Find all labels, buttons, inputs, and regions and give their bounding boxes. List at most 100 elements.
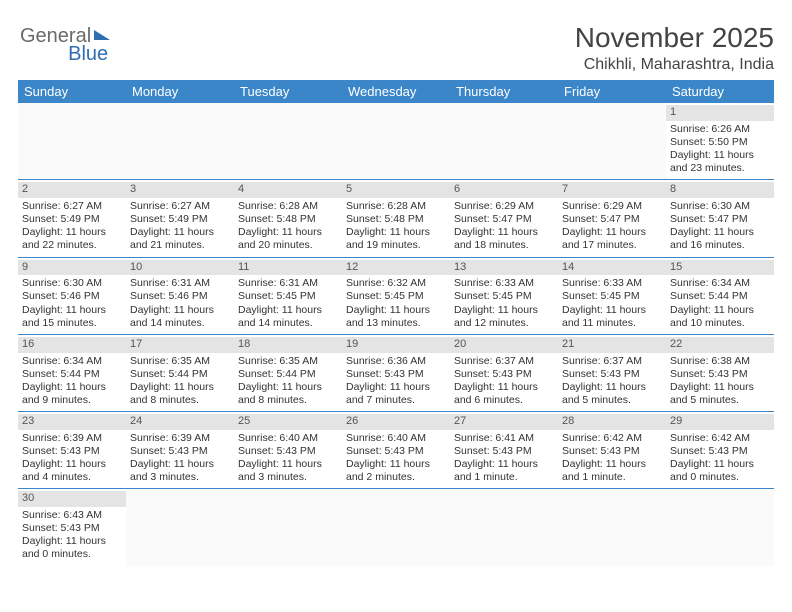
weekday-label: Thursday xyxy=(450,80,558,103)
calendar-day-empty xyxy=(126,489,234,565)
sunset-text: Sunset: 5:44 PM xyxy=(238,368,338,381)
sunset-text: Sunset: 5:47 PM xyxy=(670,213,770,226)
calendar-day: 25Sunrise: 6:40 AMSunset: 5:43 PMDayligh… xyxy=(234,412,342,488)
sunset-text: Sunset: 5:45 PM xyxy=(562,290,662,303)
sunset-text: Sunset: 5:50 PM xyxy=(670,136,770,149)
sunset-text: Sunset: 5:49 PM xyxy=(22,213,122,226)
daylight-text: and 15 minutes. xyxy=(22,317,122,330)
calendar-day: 1Sunrise: 6:26 AMSunset: 5:50 PMDaylight… xyxy=(666,103,774,179)
day-number: 13 xyxy=(450,260,558,276)
calendar-week: 1Sunrise: 6:26 AMSunset: 5:50 PMDaylight… xyxy=(18,103,774,180)
day-number: 21 xyxy=(558,337,666,353)
sunrise-text: Sunrise: 6:39 AM xyxy=(22,432,122,445)
day-number: 29 xyxy=(666,414,774,430)
daylight-text: and 9 minutes. xyxy=(22,394,122,407)
sunset-text: Sunset: 5:47 PM xyxy=(454,213,554,226)
calendar-day: 5Sunrise: 6:28 AMSunset: 5:48 PMDaylight… xyxy=(342,180,450,256)
sunrise-text: Sunrise: 6:41 AM xyxy=(454,432,554,445)
sunset-text: Sunset: 5:48 PM xyxy=(346,213,446,226)
calendar-week: 16Sunrise: 6:34 AMSunset: 5:44 PMDayligh… xyxy=(18,335,774,412)
sunrise-text: Sunrise: 6:27 AM xyxy=(130,200,230,213)
calendar-day: 12Sunrise: 6:32 AMSunset: 5:45 PMDayligh… xyxy=(342,258,450,334)
calendar-day: 16Sunrise: 6:34 AMSunset: 5:44 PMDayligh… xyxy=(18,335,126,411)
daylight-text: Daylight: 11 hours xyxy=(562,458,662,471)
daylight-text: Daylight: 11 hours xyxy=(454,304,554,317)
sunrise-text: Sunrise: 6:28 AM xyxy=(238,200,338,213)
day-number: 14 xyxy=(558,260,666,276)
sunrise-text: Sunrise: 6:42 AM xyxy=(562,432,662,445)
sunrise-text: Sunrise: 6:39 AM xyxy=(130,432,230,445)
daylight-text: and 20 minutes. xyxy=(238,239,338,252)
day-number: 6 xyxy=(450,182,558,198)
header: General November 2025 Chikhli, Maharasht… xyxy=(18,22,774,74)
sunset-text: Sunset: 5:44 PM xyxy=(130,368,230,381)
sunrise-text: Sunrise: 6:28 AM xyxy=(346,200,446,213)
daylight-text: Daylight: 11 hours xyxy=(670,149,770,162)
daylight-text: and 13 minutes. xyxy=(346,317,446,330)
daylight-text: Daylight: 11 hours xyxy=(562,304,662,317)
day-number: 12 xyxy=(342,260,450,276)
daylight-text: Daylight: 11 hours xyxy=(346,381,446,394)
calendar-day-empty xyxy=(18,103,126,179)
daylight-text: and 23 minutes. xyxy=(670,162,770,175)
daylight-text: and 12 minutes. xyxy=(454,317,554,330)
day-number: 26 xyxy=(342,414,450,430)
day-number: 30 xyxy=(18,491,126,507)
calendar-day: 3Sunrise: 6:27 AMSunset: 5:49 PMDaylight… xyxy=(126,180,234,256)
day-number: 27 xyxy=(450,414,558,430)
sunset-text: Sunset: 5:43 PM xyxy=(454,445,554,458)
day-number: 7 xyxy=(558,182,666,198)
sunset-text: Sunset: 5:43 PM xyxy=(238,445,338,458)
calendar-week: 2Sunrise: 6:27 AMSunset: 5:49 PMDaylight… xyxy=(18,180,774,257)
calendar-day: 11Sunrise: 6:31 AMSunset: 5:45 PMDayligh… xyxy=(234,258,342,334)
sunrise-text: Sunrise: 6:36 AM xyxy=(346,355,446,368)
calendar-day: 2Sunrise: 6:27 AMSunset: 5:49 PMDaylight… xyxy=(18,180,126,256)
daylight-text: and 6 minutes. xyxy=(454,394,554,407)
weekday-label: Tuesday xyxy=(234,80,342,103)
daylight-text: Daylight: 11 hours xyxy=(346,304,446,317)
weekday-label: Saturday xyxy=(666,80,774,103)
sunset-text: Sunset: 5:44 PM xyxy=(22,368,122,381)
day-number: 25 xyxy=(234,414,342,430)
daylight-text: Daylight: 11 hours xyxy=(130,304,230,317)
daylight-text: and 1 minute. xyxy=(562,471,662,484)
sunrise-text: Sunrise: 6:40 AM xyxy=(346,432,446,445)
calendar: SundayMondayTuesdayWednesdayThursdayFrid… xyxy=(18,80,774,566)
daylight-text: and 3 minutes. xyxy=(130,471,230,484)
sunrise-text: Sunrise: 6:33 AM xyxy=(562,277,662,290)
daylight-text: Daylight: 11 hours xyxy=(130,458,230,471)
sunset-text: Sunset: 5:43 PM xyxy=(130,445,230,458)
sunset-text: Sunset: 5:43 PM xyxy=(562,368,662,381)
day-number: 28 xyxy=(558,414,666,430)
day-number: 4 xyxy=(234,182,342,198)
sunset-text: Sunset: 5:43 PM xyxy=(346,368,446,381)
calendar-week: 30Sunrise: 6:43 AMSunset: 5:43 PMDayligh… xyxy=(18,489,774,565)
day-number: 22 xyxy=(666,337,774,353)
daylight-text: and 18 minutes. xyxy=(454,239,554,252)
calendar-day: 17Sunrise: 6:35 AMSunset: 5:44 PMDayligh… xyxy=(126,335,234,411)
sunset-text: Sunset: 5:45 PM xyxy=(454,290,554,303)
calendar-day-empty xyxy=(558,103,666,179)
daylight-text: and 11 minutes. xyxy=(562,317,662,330)
daylight-text: Daylight: 11 hours xyxy=(22,226,122,239)
logo-line2: Blue xyxy=(20,44,108,64)
daylight-text: Daylight: 11 hours xyxy=(238,226,338,239)
sunset-text: Sunset: 5:44 PM xyxy=(670,290,770,303)
day-number: 17 xyxy=(126,337,234,353)
day-number: 2 xyxy=(18,182,126,198)
calendar-day: 22Sunrise: 6:38 AMSunset: 5:43 PMDayligh… xyxy=(666,335,774,411)
sunrise-text: Sunrise: 6:33 AM xyxy=(454,277,554,290)
day-number: 9 xyxy=(18,260,126,276)
day-number: 10 xyxy=(126,260,234,276)
daylight-text: and 3 minutes. xyxy=(238,471,338,484)
sunrise-text: Sunrise: 6:34 AM xyxy=(22,355,122,368)
calendar-day: 6Sunrise: 6:29 AMSunset: 5:47 PMDaylight… xyxy=(450,180,558,256)
calendar-day: 29Sunrise: 6:42 AMSunset: 5:43 PMDayligh… xyxy=(666,412,774,488)
sunset-text: Sunset: 5:48 PM xyxy=(238,213,338,226)
daylight-text: Daylight: 11 hours xyxy=(670,458,770,471)
daylight-text: Daylight: 11 hours xyxy=(562,381,662,394)
day-number: 8 xyxy=(666,182,774,198)
calendar-day: 28Sunrise: 6:42 AMSunset: 5:43 PMDayligh… xyxy=(558,412,666,488)
daylight-text: and 2 minutes. xyxy=(346,471,446,484)
sunrise-text: Sunrise: 6:32 AM xyxy=(346,277,446,290)
